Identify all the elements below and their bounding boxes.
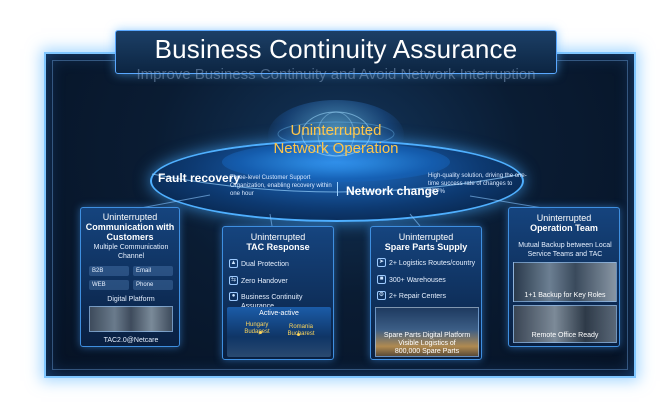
team-photo-1 [513,262,617,302]
chip-email-label: Email [136,268,152,274]
chip-phone: Phone [133,280,173,290]
tac-item-2: Zero Handover [241,278,288,285]
belt-divider [337,182,338,196]
title-plate [115,30,557,74]
active-active-label: Active-active [259,310,299,317]
hub-title-line1: Uninterrupted [290,122,382,139]
hub-title: Uninterrupted Network Operation [246,122,426,158]
active-active-map [227,307,331,357]
budapest-dot [259,331,262,334]
team-photo-2 [513,305,617,343]
spare-caption-1: Spare Parts Digital Platform [383,332,471,339]
spare-item-1: 2+ Logistics Routes/country [389,260,476,267]
card-spare-parts: Uninterrupted Spare Parts Supply ➤ 2+ Lo… [370,226,482,360]
spare-caption-3: 800,000 Spare Parts [394,348,460,355]
chip-b2b: B2B [89,266,129,276]
card-ops-head1: Uninterrupted [536,213,592,223]
city-budapest: Hungary Budapest [244,322,270,335]
fault-recovery-desc: Three-level Customer Support Organizatio… [230,175,332,197]
repair-icon: ⚙ [377,291,386,300]
spare-item-3: 2+ Repair Centers [389,293,447,300]
chip-phone-label: Phone [136,282,154,288]
shield-icon: ▲ [229,259,238,268]
card-spare-head1: Uninterrupted [398,232,454,242]
video-conference-photo [89,306,173,332]
card-ops-sub: Mutual Backup between Local Service Team… [518,242,612,258]
ops-photo1-caption: 1+1 Backup for Key Roles [524,292,606,299]
network-change-desc: High-quality solution, driving the one-t… [428,173,527,195]
card-tac-head1: Uninterrupted [250,232,306,242]
fault-recovery-label: Fault recovery [158,171,241,185]
card-communication-sub: Multiple Communication Channel [93,244,169,260]
tac-item-3: Business Continuity Assurance [241,294,303,310]
page-title: Business Continuity Assurance [154,34,518,64]
page-subtitle: Improve Business Continuity and Avoid Ne… [136,66,536,83]
chip-email: Email [133,266,173,276]
bucharest-dot [297,333,300,336]
chip-web: WEB [89,280,129,290]
hub-title-line2: Network Operation [273,140,399,157]
card-operation-team: Uninterrupted Operation Team Mutual Back… [508,207,620,347]
spare-item-2: 300+ Warehouses [389,277,446,284]
route-icon: ➤ [377,258,386,267]
handover-icon: ⇆ [229,276,238,285]
card-communication-platform: Digital Platform [107,296,155,303]
warehouse-photo [375,307,479,357]
card-communication-head1: Uninterrupted [102,212,158,222]
network-change-label: Network change [346,184,439,198]
card-tac-head2: TAC Response [246,242,310,252]
chip-web-label: WEB [92,282,106,288]
card-ops-head2: Operation Team [530,223,598,233]
spare-caption-2: Visible Logistics of [398,340,456,347]
card-spare-head2: Spare Parts Supply [384,242,468,252]
continuity-icon: ● [229,292,238,301]
globe-icon [268,100,404,170]
card-communication: Uninterrupted Communication with Custome… [80,207,180,347]
card-communication-head2: Communication with Customers [85,222,175,242]
ops-photo2-caption: Remote Office Ready [531,332,599,339]
tac-item-1: Dual Protection [241,261,289,268]
warehouse-icon: ■ [377,275,386,284]
city-bucharest: Romania Bucharest [287,324,315,337]
card-tac-response: Uninterrupted TAC Response ▲ Dual Protec… [222,226,334,360]
chip-b2b-label: B2B [92,268,104,274]
card-communication-footer: TAC2.0@Netcare [103,337,159,344]
